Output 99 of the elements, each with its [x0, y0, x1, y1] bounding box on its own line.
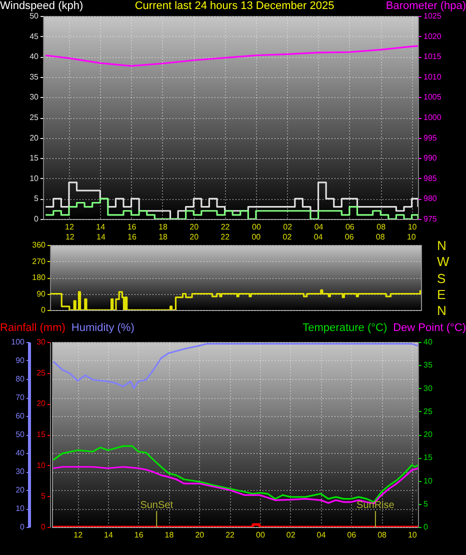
y-tick-label: 25 [30, 113, 40, 122]
y-tick-label: 90 [16, 356, 26, 365]
y-tick-label: 10 [30, 174, 40, 183]
text: Humidity (%) [71, 322, 134, 334]
y-tick-label: 0 [20, 522, 26, 532]
y3-tick-label: 40 [424, 338, 433, 346]
text: E [437, 286, 446, 302]
x-tick-label: 16 [134, 530, 144, 540]
y2-tick-label: 1015 [424, 52, 442, 62]
y-tick-label: 60 [16, 412, 26, 420]
chart-title: Current last 24 hours 13 December 2025 [134, 0, 334, 12]
x-tick-label: 14 [96, 232, 106, 242]
x-tick-label: 10 [408, 530, 418, 540]
x-tick-label: 00 [256, 530, 266, 540]
line-series [44, 45, 418, 67]
x-tick-label: 14 [96, 222, 106, 232]
x-tick-label: 04 [316, 530, 326, 540]
y2-tick-label: 980 [424, 194, 438, 204]
y3-tick-label: 25 [424, 406, 433, 416]
x-tick-label: 22 [226, 530, 236, 540]
y-tick-label: 45 [30, 32, 40, 41]
y-tick-label: 10 [16, 504, 26, 513]
ref-line-label: SunRise [356, 500, 395, 511]
text: N [437, 238, 446, 253]
y2-tick-label: 1000 [424, 113, 442, 122]
y3-tick-label: 10 [424, 476, 433, 486]
y2-tick-label: 995 [424, 133, 438, 142]
y-tick-label: 70 [16, 393, 26, 402]
x-tick-label: 12 [74, 530, 84, 540]
y-tick-label: 50 [16, 430, 26, 439]
y-tick-label: 40 [30, 52, 40, 62]
y-tick-label: 0 [34, 214, 40, 224]
y-tick-label: 20 [30, 133, 40, 142]
x-tick-label: 08 [378, 530, 388, 540]
y3-tick-label: 35 [424, 360, 433, 370]
x-tick-label: 14 [104, 530, 114, 540]
x-tick-label: 22 [220, 232, 230, 242]
x-tick-label: 16 [128, 232, 137, 242]
y-tick-label: 360 [32, 240, 46, 250]
x-tick-label: 02 [282, 232, 292, 242]
y2-tick-label: 1005 [424, 92, 442, 102]
text: S [437, 270, 446, 286]
y-tick-label: 270 [32, 256, 46, 266]
x-tick-label: 16 [127, 222, 137, 232]
text: N [437, 303, 446, 318]
text: Dew Point (°C) [393, 322, 466, 334]
y3-tick-label: 15 [424, 453, 433, 462]
y3-tick-label: 20 [424, 430, 433, 439]
x-tick-label: 20 [195, 530, 205, 540]
y3-tick-label: 30 [424, 384, 433, 393]
x-tick-label: 20 [190, 222, 200, 232]
x-tick-label: 02 [286, 530, 296, 540]
ref-line-label: SunSet [140, 500, 174, 511]
text: W [437, 254, 450, 270]
text: Rainfall (mm) [0, 322, 66, 334]
y-tick-label: 50 [30, 12, 40, 20]
y2-tick-label: 985 [424, 174, 438, 183]
y-tick-label: 20 [16, 486, 26, 494]
y-tick-label: 30 [30, 92, 40, 102]
x-tick-label: 04 [314, 222, 324, 232]
y2-tick-label: 990 [424, 154, 438, 163]
line-series [52, 343, 418, 390]
y2-axis-title: Barometer (hpa) [386, 0, 466, 12]
x-tick-label: 10 [406, 232, 416, 242]
y-tick-label: 40 [16, 448, 26, 458]
y3-tick-label: 0 [424, 522, 428, 532]
y-tick-label: 180 [32, 273, 46, 282]
x-tick-label: 18 [158, 222, 168, 232]
x-tick-label: 06 [344, 232, 354, 242]
x-tick-label: 18 [158, 232, 168, 242]
x-tick-label: 20 [190, 232, 200, 242]
y-tick-label: 35 [30, 72, 40, 82]
y-tick-label: 5 [34, 194, 40, 204]
y-tick-label: 0 [41, 306, 46, 314]
x-tick-label: 08 [376, 222, 386, 232]
y-tick-label: 30 [16, 467, 26, 476]
y-tick-label: 80 [16, 374, 26, 384]
x-tick-label: 08 [376, 232, 386, 242]
x-tick-label: 18 [164, 530, 174, 540]
x-tick-label: 06 [347, 530, 357, 540]
x-tick-label: 06 [345, 222, 355, 232]
x-tick-label: 00 [252, 232, 262, 242]
x-tick-label: 02 [283, 222, 293, 232]
y2-tick-label: 1010 [424, 72, 442, 82]
text: Temperature (°C) [302, 322, 388, 334]
x-tick-label: 00 [252, 222, 262, 232]
x-tick-label: 12 [65, 232, 75, 242]
x-tick-label: 10 [408, 222, 418, 232]
y2-tick-label: 975 [424, 214, 438, 224]
y2-tick-label: 1020 [424, 32, 442, 41]
y-tick-label: 90 [36, 289, 46, 298]
y-tick-label: 100 [11, 338, 26, 346]
y2-tick-label: 1025 [424, 12, 442, 20]
y-tick-label: 15 [30, 154, 40, 163]
x-tick-label: 22 [220, 222, 230, 232]
y-axis-title: Windspeed (kph) [0, 0, 84, 12]
x-tick-label: 04 [314, 232, 324, 242]
y3-tick-label: 5 [424, 499, 428, 508]
x-tick-label: 12 [65, 222, 74, 232]
